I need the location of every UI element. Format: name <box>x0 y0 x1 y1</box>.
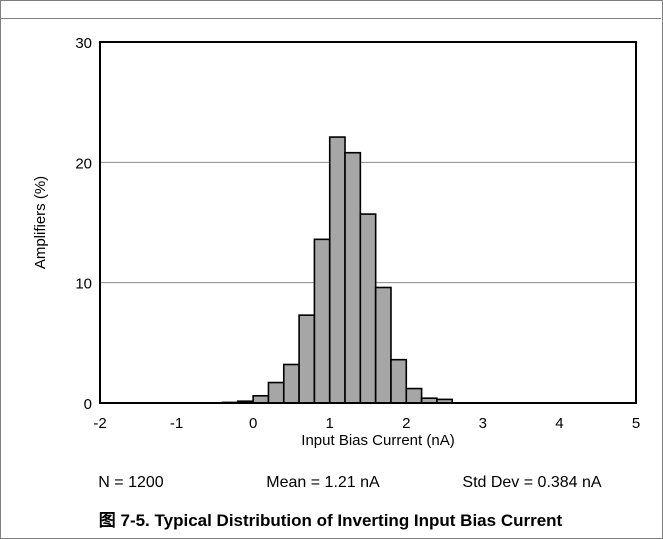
histogram-bars <box>221 136 454 404</box>
figure-caption: 图 7-5. Typical Distribution of Inverting… <box>98 511 563 530</box>
x-axis-ticks: -2 -1 0 1 2 3 4 5 <box>93 415 640 432</box>
histogram-bar-6 <box>313 238 331 404</box>
x-tick-label-0: -2 <box>93 415 106 432</box>
x-tick-label-1: -1 <box>170 415 183 432</box>
x-tick-label-4: 2 <box>402 415 410 432</box>
histogram-bar-5 <box>298 314 316 404</box>
y-axis-ticks: 0 10 20 30 <box>75 35 92 413</box>
y-tick-label-0: 0 <box>84 396 92 413</box>
histogram-bar-7 <box>328 136 346 404</box>
x-axis-label: Input Bias Current (nA) <box>301 432 454 449</box>
y-tick-label-3: 30 <box>75 35 92 52</box>
y-tick-label-2: 20 <box>75 155 92 172</box>
x-tick-label-5: 3 <box>479 415 487 432</box>
x-tick-label-3: 1 <box>326 415 334 432</box>
histogram-bar-10 <box>374 286 392 404</box>
y-axis-label: Amplifiers (%) <box>32 176 49 269</box>
histogram-bar-8 <box>344 151 362 404</box>
stat-mean: Mean = 1.21 nA <box>266 474 380 491</box>
histogram-bar-4 <box>282 363 300 404</box>
plot-area-border <box>99 41 637 404</box>
y-tick-label-1: 10 <box>75 276 92 293</box>
histogram-bar-11 <box>390 358 408 404</box>
histogram-bar-3 <box>267 381 285 404</box>
stat-std-dev: Std Dev = 0.384 nA <box>462 474 602 491</box>
x-tick-label-6: 4 <box>555 415 563 432</box>
histogram-bar-2 <box>252 394 270 404</box>
stat-sample-count: N = 1200 <box>98 474 163 491</box>
histogram-chart: 0 10 20 30 -2 -1 0 1 2 3 4 5 Amplifiers (%) Input … <box>32 35 640 491</box>
histogram-bar-12 <box>405 387 423 404</box>
histogram-bar-9 <box>359 213 377 404</box>
x-tick-label-7: 5 <box>632 415 640 432</box>
x-tick-label-2: 0 <box>249 415 257 432</box>
figure-top-band <box>0 0 661 19</box>
